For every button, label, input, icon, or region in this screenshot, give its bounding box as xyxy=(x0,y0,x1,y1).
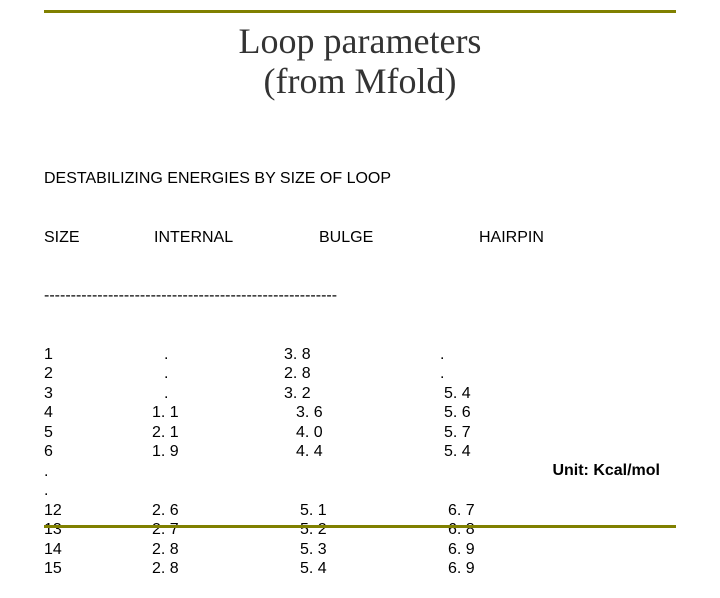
cell-internal: . xyxy=(144,345,284,365)
cell-bulge: 4. 4 xyxy=(284,442,424,462)
title-line-2: (from Mfold) xyxy=(264,61,457,101)
col-header-bulge: BULGE xyxy=(319,228,479,248)
cell-bulge: 3. 2 xyxy=(284,384,424,404)
top-horizontal-rule xyxy=(44,10,676,13)
cell-internal: . xyxy=(144,364,284,384)
cell-internal: . xyxy=(144,384,284,404)
table-row: 152. 85. 46. 9 xyxy=(44,559,599,579)
table-row: . xyxy=(44,481,599,501)
cell-size: 2 xyxy=(44,364,144,384)
cell-internal: 1. 9 xyxy=(144,442,284,462)
bottom-horizontal-rule xyxy=(44,525,676,528)
slide-title: Loop parameters (from Mfold) xyxy=(0,22,720,101)
col-header-hairpin: HAIRPIN xyxy=(479,228,599,248)
col-header-internal: INTERNAL xyxy=(154,228,319,248)
cell-hairpin: 6. 9 xyxy=(424,559,524,579)
col-header-size: SIZE xyxy=(44,228,154,248)
cell-hairpin xyxy=(424,481,524,501)
cell-size: 6 xyxy=(44,442,144,462)
cell-internal xyxy=(144,481,284,501)
cell-internal: 2. 1 xyxy=(144,423,284,443)
cell-internal: 2. 8 xyxy=(144,540,284,560)
table-row: 122. 65. 16. 7 xyxy=(44,501,599,521)
table-row: 52. 14. 05. 7 xyxy=(44,423,599,443)
cell-bulge: 4. 0 xyxy=(284,423,424,443)
cell-internal xyxy=(144,462,284,482)
cell-bulge: 3. 6 xyxy=(284,403,424,423)
cell-internal: 2. 8 xyxy=(144,559,284,579)
cell-bulge: 5. 3 xyxy=(284,540,424,560)
title-line-1: Loop parameters xyxy=(239,21,482,61)
table-row: 3.3. 25. 4 xyxy=(44,384,599,404)
cell-hairpin: 5. 4 xyxy=(424,442,524,462)
cell-size: . xyxy=(44,481,144,501)
cell-bulge: 5. 2 xyxy=(284,520,424,540)
cell-internal: 2. 7 xyxy=(144,520,284,540)
cell-internal: 2. 6 xyxy=(144,501,284,521)
cell-internal: 1. 1 xyxy=(144,403,284,423)
cell-size: 1 xyxy=(44,345,144,365)
table-header-row: SIZE INTERNAL BULGE HAIRPIN xyxy=(44,228,599,248)
table-row: 1.3. 8. xyxy=(44,345,599,365)
table-row: 142. 85. 36. 9 xyxy=(44,540,599,560)
cell-size: 3 xyxy=(44,384,144,404)
cell-bulge xyxy=(284,462,424,482)
table-row: 2.2. 8. xyxy=(44,364,599,384)
cell-hairpin: . xyxy=(424,364,524,384)
unit-label: Unit: Kcal/mol xyxy=(552,462,660,480)
table-row: 41. 13. 65. 6 xyxy=(44,403,599,423)
cell-hairpin: 6. 7 xyxy=(424,501,524,521)
cell-hairpin: . xyxy=(424,345,524,365)
cell-size: 5 xyxy=(44,423,144,443)
cell-hairpin: 5. 7 xyxy=(424,423,524,443)
cell-size: 4 xyxy=(44,403,144,423)
table-divider: ----------------------------------------… xyxy=(44,286,599,306)
table-row: . xyxy=(44,462,599,482)
cell-bulge: 5. 4 xyxy=(284,559,424,579)
cell-hairpin: 6. 8 xyxy=(424,520,524,540)
table-row: 132. 75. 26. 8 xyxy=(44,520,599,540)
cell-size: 12 xyxy=(44,501,144,521)
cell-hairpin: 6. 9 xyxy=(424,540,524,560)
cell-size: 14 xyxy=(44,540,144,560)
cell-size: 15 xyxy=(44,559,144,579)
cell-bulge xyxy=(284,481,424,501)
table-caption: DESTABILIZING ENERGIES BY SIZE OF LOOP xyxy=(44,169,599,189)
cell-hairpin xyxy=(424,462,524,482)
cell-bulge: 3. 8 xyxy=(284,345,424,365)
cell-hairpin: 5. 6 xyxy=(424,403,524,423)
cell-bulge: 2. 8 xyxy=(284,364,424,384)
table-body: 1.3. 8.2.2. 8.3.3. 25. 441. 13. 65. 652.… xyxy=(44,345,599,579)
table-row: 61. 94. 45. 4 xyxy=(44,442,599,462)
cell-bulge: 5. 1 xyxy=(284,501,424,521)
cell-size: 13 xyxy=(44,520,144,540)
cell-hairpin: 5. 4 xyxy=(424,384,524,404)
cell-size: . xyxy=(44,462,144,482)
